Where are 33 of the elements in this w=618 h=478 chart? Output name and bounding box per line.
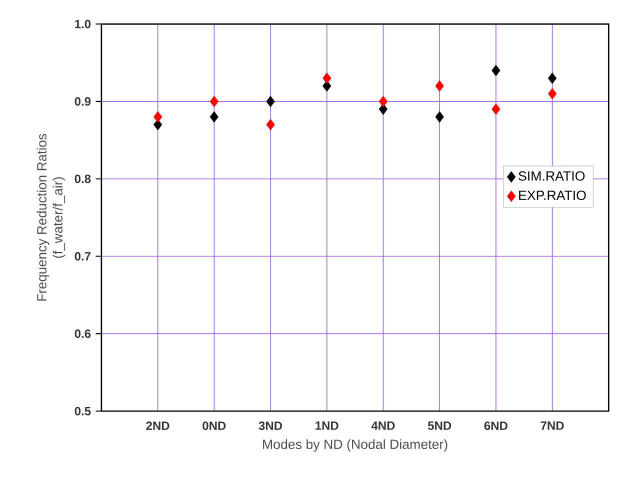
point <box>266 119 275 130</box>
point <box>548 88 557 100</box>
point <box>210 111 218 123</box>
point <box>266 96 275 108</box>
x-tick-label: 3ND <box>258 422 282 430</box>
point <box>378 96 388 108</box>
point <box>548 72 557 84</box>
y-tick-label: 0.7 <box>74 252 91 261</box>
x-tick-label: 5ND <box>428 422 452 430</box>
legend-label: EXP.RATIO <box>519 190 586 200</box>
legend-label: SIM.RATIO <box>518 171 585 181</box>
x-tick-label: 0ND <box>202 422 226 430</box>
y-axis-title: Frequency Reduction Ratios (f_water/f_air) <box>36 134 66 301</box>
point <box>210 96 218 108</box>
point <box>322 72 332 84</box>
x-axis-title: Modes by ND (Nodal Diameter) <box>263 439 448 452</box>
y-tick-label: 0.5 <box>74 406 91 416</box>
y-tick-label: 0.9 <box>74 97 91 106</box>
point <box>378 104 388 115</box>
y-tick-label: 0.6 <box>74 330 91 338</box>
x-tick-label: 2ND <box>146 422 170 430</box>
point <box>435 80 444 92</box>
point <box>435 111 444 123</box>
y-tick-label: 1.0 <box>75 20 91 28</box>
x-tick-label: 7ND <box>540 422 564 430</box>
x-tick-label: 4ND <box>371 422 395 430</box>
x-tick-label: 6ND <box>484 422 508 430</box>
point <box>154 119 162 130</box>
point <box>154 111 162 123</box>
point <box>492 64 500 76</box>
x-tick-label: 1ND <box>316 422 338 430</box>
y-tick-label: 0.8 <box>74 174 91 184</box>
point <box>492 104 500 115</box>
